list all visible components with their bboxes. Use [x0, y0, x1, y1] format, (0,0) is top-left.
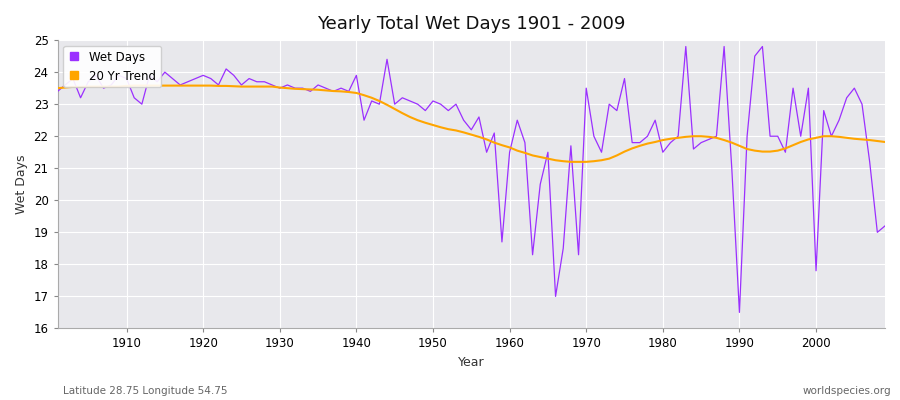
Legend: Wet Days, 20 Yr Trend: Wet Days, 20 Yr Trend [64, 46, 161, 87]
Y-axis label: Wet Days: Wet Days [15, 154, 28, 214]
X-axis label: Year: Year [458, 356, 484, 369]
Title: Yearly Total Wet Days 1901 - 2009: Yearly Total Wet Days 1901 - 2009 [317, 15, 626, 33]
Text: worldspecies.org: worldspecies.org [803, 386, 891, 396]
Text: Latitude 28.75 Longitude 54.75: Latitude 28.75 Longitude 54.75 [63, 386, 228, 396]
